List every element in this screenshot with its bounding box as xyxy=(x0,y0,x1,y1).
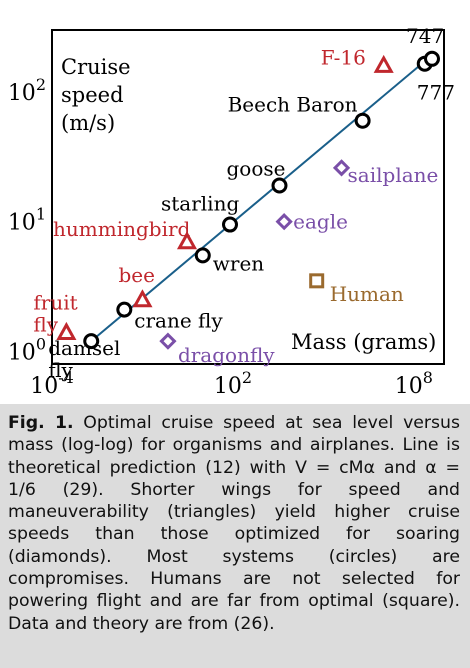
f16-label: F-16 xyxy=(321,45,366,69)
f16-marker xyxy=(373,54,394,73)
hummingbird-marker xyxy=(176,231,198,250)
b747-label: 747 xyxy=(406,24,444,48)
b777-label: 777 xyxy=(417,81,455,105)
x-tick-label: 10-4 xyxy=(30,368,74,399)
y-tick-label: 102 xyxy=(8,75,46,106)
x-tick-labels: 10-4 102 108 xyxy=(30,368,433,399)
dragonfly-marker xyxy=(159,332,177,350)
cranefly-marker xyxy=(116,301,133,318)
beechbaron-label: Beech Baron xyxy=(228,93,358,117)
y-axis-label-line: Cruise xyxy=(61,55,131,79)
point-labels: damsel fly crane fly wren starling goose Beech… xyxy=(33,24,455,382)
caption-box: Fig. 1. Optimal cruise speed at sea leve… xyxy=(0,404,470,668)
starling-label: starling xyxy=(161,192,239,216)
eagle-marker xyxy=(275,213,293,231)
wren-label: wren xyxy=(213,251,265,275)
bee-marker xyxy=(132,289,153,308)
b747-marker xyxy=(424,50,441,67)
sailplane-marker xyxy=(332,159,351,177)
x-tick-label: 108 xyxy=(395,368,433,399)
starling-marker xyxy=(222,216,239,233)
y-axis-label-line: speed xyxy=(61,83,124,107)
y-axis-label-line: (m/s) xyxy=(61,111,115,135)
figure-caption: Fig. 1. Optimal cruise speed at sea leve… xyxy=(8,412,460,635)
dragonfly-label: dragonfly xyxy=(178,343,275,367)
data-markers xyxy=(56,50,441,350)
goose-marker xyxy=(271,177,288,194)
x-axis-label: Mass (grams) xyxy=(291,330,436,354)
cranefly-label: crane fly xyxy=(134,309,223,333)
eagle-label: eagle xyxy=(293,210,348,234)
theory-line xyxy=(90,59,427,342)
plot-frame xyxy=(51,29,445,365)
goose-label: goose xyxy=(226,156,285,180)
y-axis-label: Cruise speed (m/s) xyxy=(61,55,131,135)
beechbaron-marker xyxy=(354,112,371,129)
wren-marker xyxy=(194,247,211,264)
x-tick-label: 102 xyxy=(214,368,252,399)
sailplane-label: sailplane xyxy=(348,163,439,187)
hummingbird-label: hummingbird xyxy=(53,217,191,241)
y-tick-label: 100 xyxy=(8,334,46,365)
fruitfly-label: fruit fly xyxy=(33,290,77,336)
damselfly-marker xyxy=(83,333,100,350)
damselfly-label: damsel fly xyxy=(48,336,120,382)
bee-label: bee xyxy=(118,263,154,287)
human-label: Human xyxy=(330,282,404,306)
caption-text: Optimal cruise speed at sea level versus… xyxy=(8,413,460,634)
human-marker xyxy=(309,273,325,289)
figure-label: Fig. 1. xyxy=(8,413,74,433)
y-tick-label: 101 xyxy=(8,205,46,236)
fruitfly-marker xyxy=(56,321,77,340)
y-tick-labels: 100 101 102 xyxy=(8,75,46,366)
